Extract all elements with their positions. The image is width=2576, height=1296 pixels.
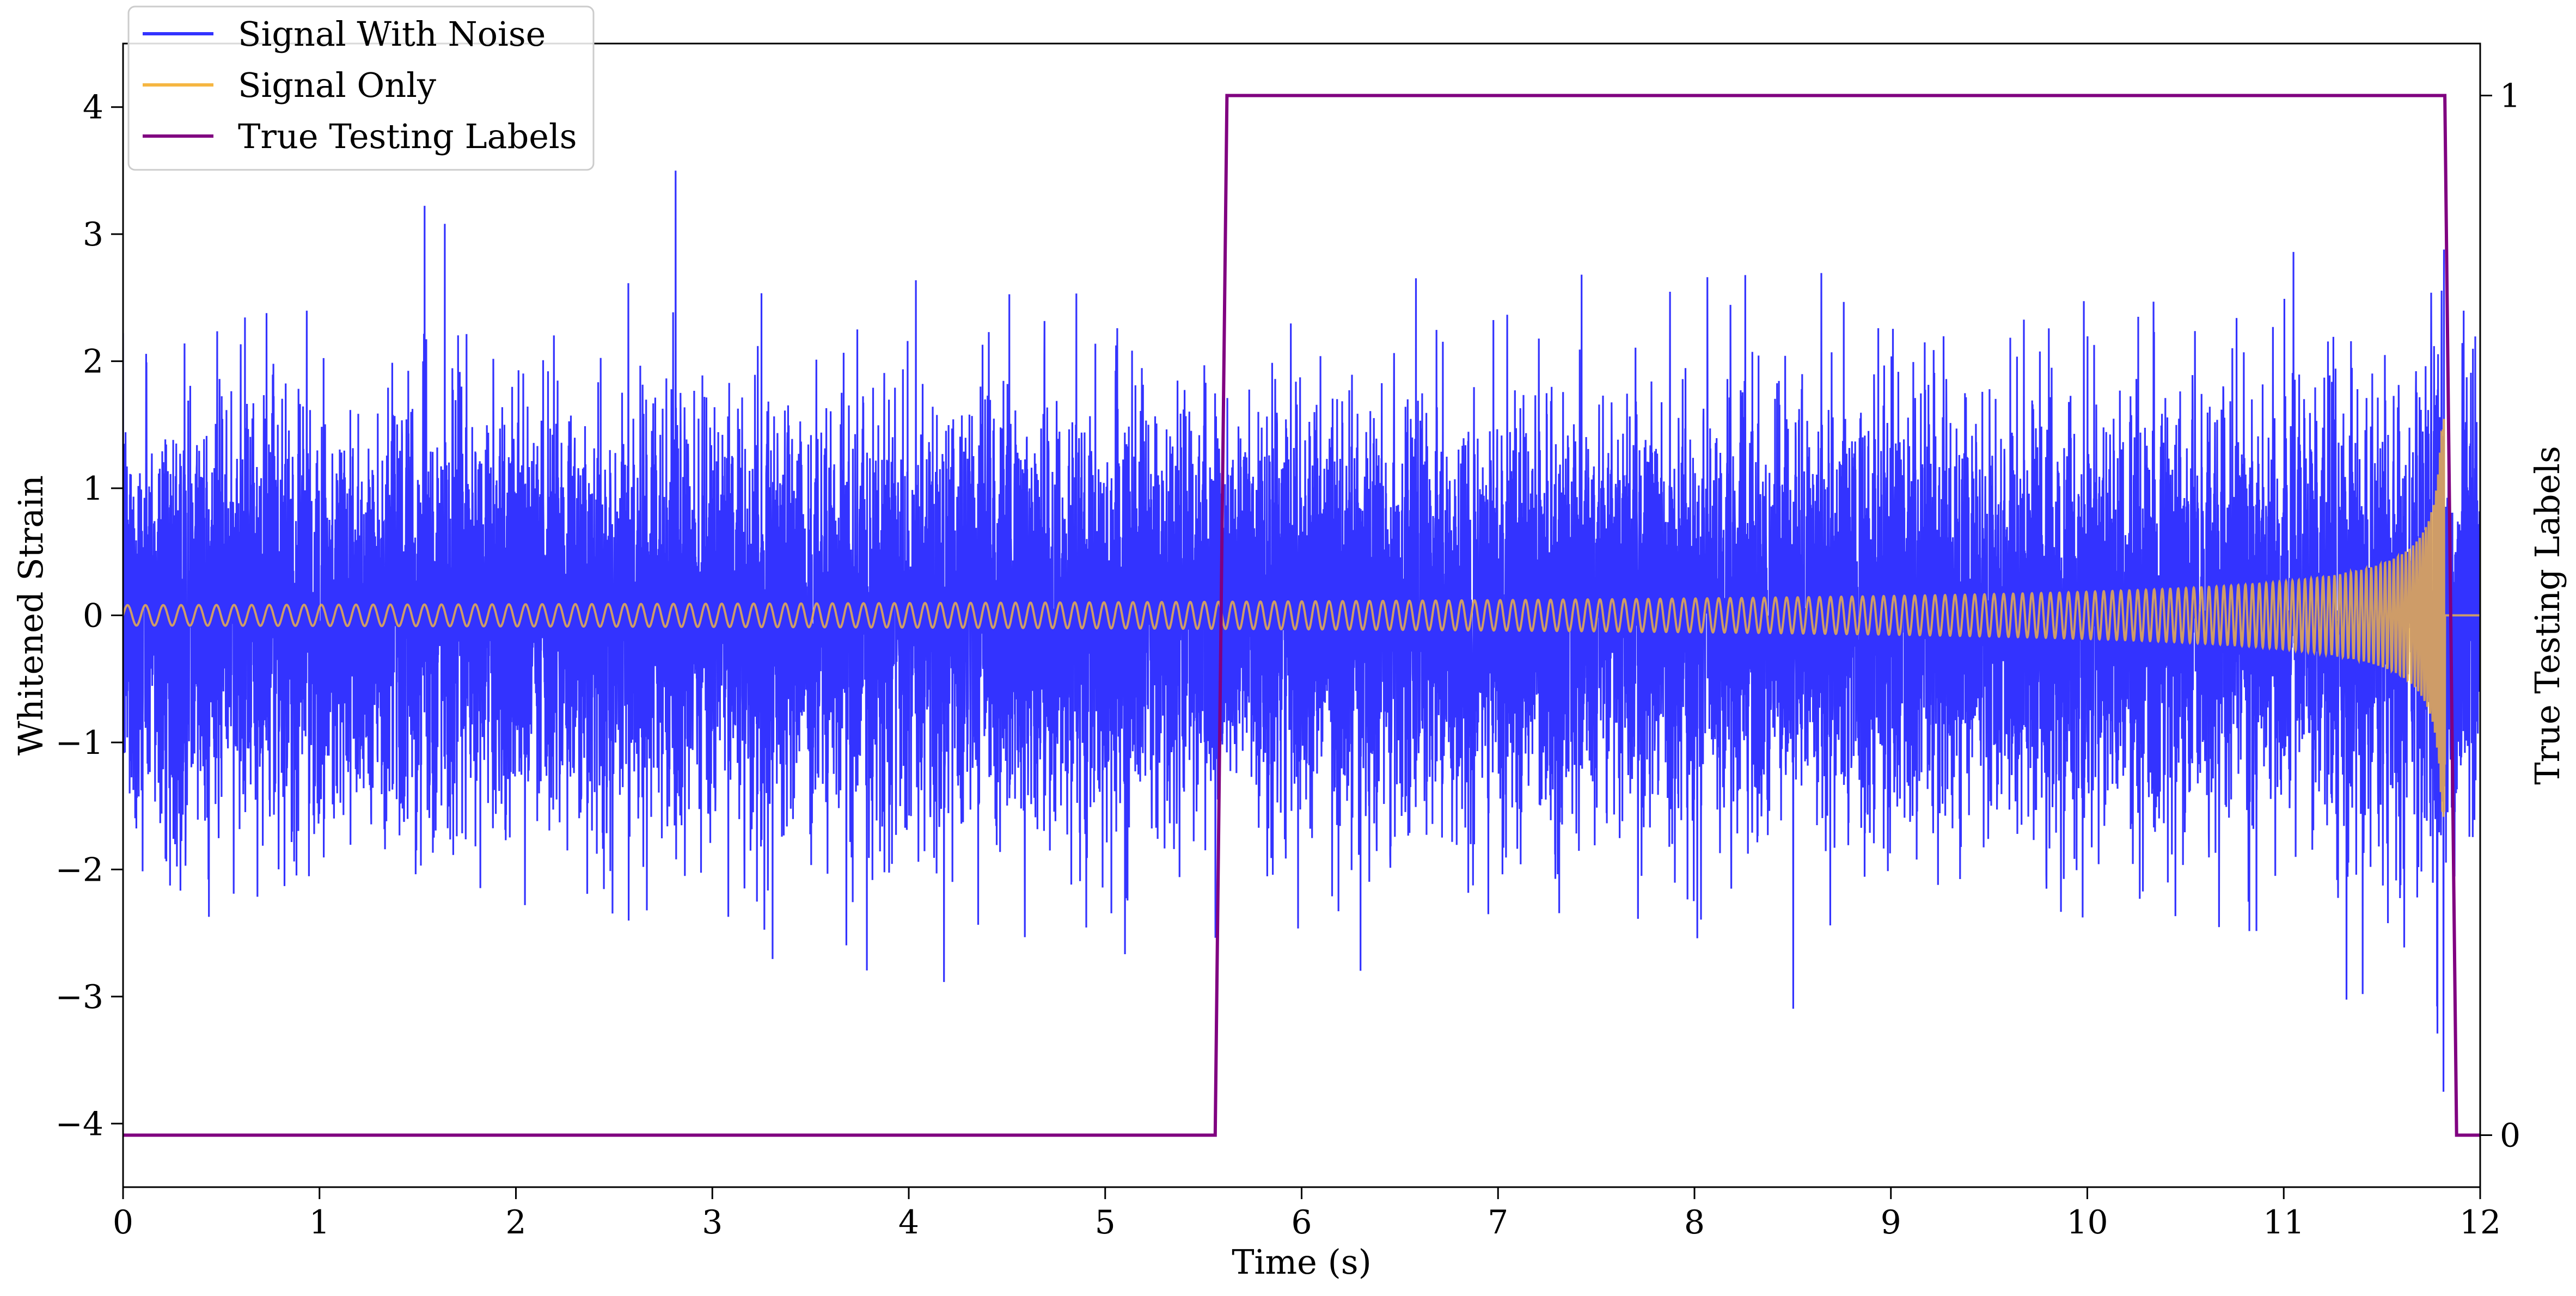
x-tick-label: 0 (113, 1203, 133, 1242)
x-tick-label: 3 (702, 1203, 723, 1242)
x-tick-label: 5 (1095, 1203, 1116, 1242)
x-tick-label: 2 (505, 1203, 526, 1242)
legend: Signal With Noise Signal Only True Testing… (127, 5, 595, 171)
x-tick-label: 12 (2459, 1203, 2501, 1242)
plot-area (123, 94, 2480, 1137)
y-tick-label: −2 (56, 851, 103, 889)
series-true-testing-labels (123, 94, 2480, 1137)
y-axis-label: Whitened Strain (11, 475, 51, 756)
x-tick-label: 1 (309, 1203, 330, 1242)
y-tick-label: 4 (83, 89, 103, 127)
y-tick-label: 2 (83, 343, 103, 381)
x-tick-label: 6 (1291, 1203, 1312, 1242)
y2-tick-label: 0 (2500, 1117, 2520, 1155)
y-tick-label: −4 (56, 1105, 103, 1143)
series-signal-only (123, 419, 2480, 817)
y-tick-label: 1 (83, 470, 103, 508)
legend-box (127, 5, 595, 171)
y-tick-label: −1 (56, 724, 103, 762)
x-tick-label: 4 (898, 1203, 919, 1242)
series-signal-with-noise (123, 170, 2480, 1092)
x-tick-label: 8 (1684, 1203, 1705, 1242)
y-tick-label: 3 (83, 216, 103, 254)
y2-tick-label: 1 (2500, 77, 2520, 115)
y2-axis-label: True Testing Labels (2528, 446, 2567, 785)
legend-label: Signal With Noise (238, 14, 546, 54)
x-tick-label: 10 (2066, 1203, 2108, 1242)
y-tick-label: −3 (56, 978, 103, 1016)
legend-label: Signal Only (238, 65, 436, 105)
y-tick-label: 0 (83, 597, 103, 635)
x-tick-label: 11 (2263, 1203, 2304, 1242)
x-tick-label: 9 (1881, 1203, 1901, 1242)
legend-label: True Testing Labels (238, 116, 577, 156)
x-tick-label: 7 (1488, 1203, 1508, 1242)
x-axis-label: Time (s) (1232, 1242, 1372, 1282)
